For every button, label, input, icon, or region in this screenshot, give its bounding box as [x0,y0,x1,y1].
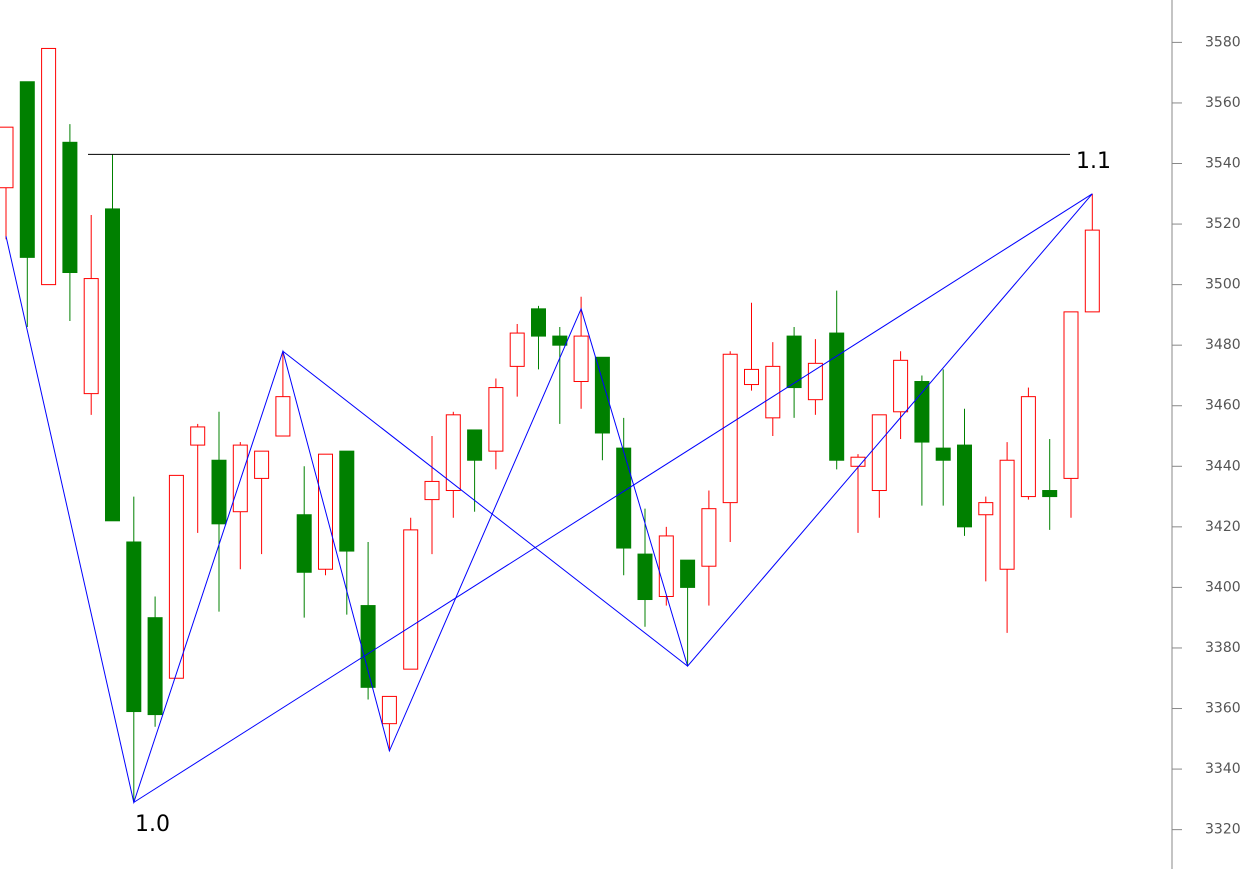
y-tick-label: 3420 [1205,519,1241,535]
candle-body [41,47,57,286]
candle-body [1084,229,1100,313]
candle-body [1020,396,1036,498]
candle-body [509,332,525,367]
candle-body [339,450,355,552]
candle-body [105,208,120,522]
level-label: 1.1 [1076,149,1111,174]
candle-body [957,444,972,528]
candle-body [914,381,930,443]
pattern-chord [282,350,688,667]
candle-body [296,514,312,573]
candle-body [999,459,1015,570]
candle-body [232,444,248,513]
candle-body [594,356,610,434]
candle-body [275,396,291,437]
pattern-chord [133,193,1093,803]
y-tick-label: 3580 [1205,34,1241,50]
low-label: 1.0 [135,812,170,837]
candle-body [147,617,163,716]
candle-body [658,535,674,597]
candle-body [786,335,802,389]
candle-body [1063,311,1079,479]
y-tick-label: 3500 [1205,277,1241,293]
candle-body [680,559,696,588]
y-tick-label: 3460 [1205,398,1241,414]
y-tick-label: 3440 [1205,458,1241,474]
candle-body [765,365,781,419]
candle-body [616,447,632,549]
candle-body [360,605,376,688]
y-tick-label: 3400 [1205,579,1241,595]
candle-body [83,278,99,395]
candle-body [0,126,14,189]
candle-body [637,553,653,601]
candle-body [807,362,823,401]
candle-body [190,426,206,446]
candle-body [445,414,461,492]
candle-body [722,353,738,504]
candle-body [424,480,440,501]
candle-body [19,81,35,258]
candle-body [1042,490,1058,498]
candle-body [62,141,78,274]
candle-body [168,474,184,679]
candle-body [211,459,227,525]
y-tick-label: 3540 [1205,156,1241,172]
candle-body [893,359,909,413]
candle-body [829,332,845,461]
candle-body [573,335,589,383]
candle-body [403,529,419,670]
candle-body [850,456,866,467]
candle-body [871,414,887,492]
candle-body [935,447,951,461]
candle-body [467,429,483,461]
candle-body [488,387,504,452]
y-tick-label: 3340 [1205,761,1241,777]
candle-body [126,541,142,713]
y-tick-label: 3360 [1205,701,1241,717]
y-tick-label: 3560 [1205,95,1241,111]
candle-body [254,450,270,479]
candle-body [978,502,994,516]
y-tick-label: 3320 [1205,822,1241,838]
candle-body [701,508,717,567]
candle-body [531,308,546,337]
candle-body [552,335,568,346]
y-tick-label: 3380 [1205,640,1241,656]
y-tick-label: 3480 [1205,337,1241,353]
candle-body [744,368,759,386]
candle-body [381,695,397,725]
y-tick-label: 3520 [1205,216,1241,232]
